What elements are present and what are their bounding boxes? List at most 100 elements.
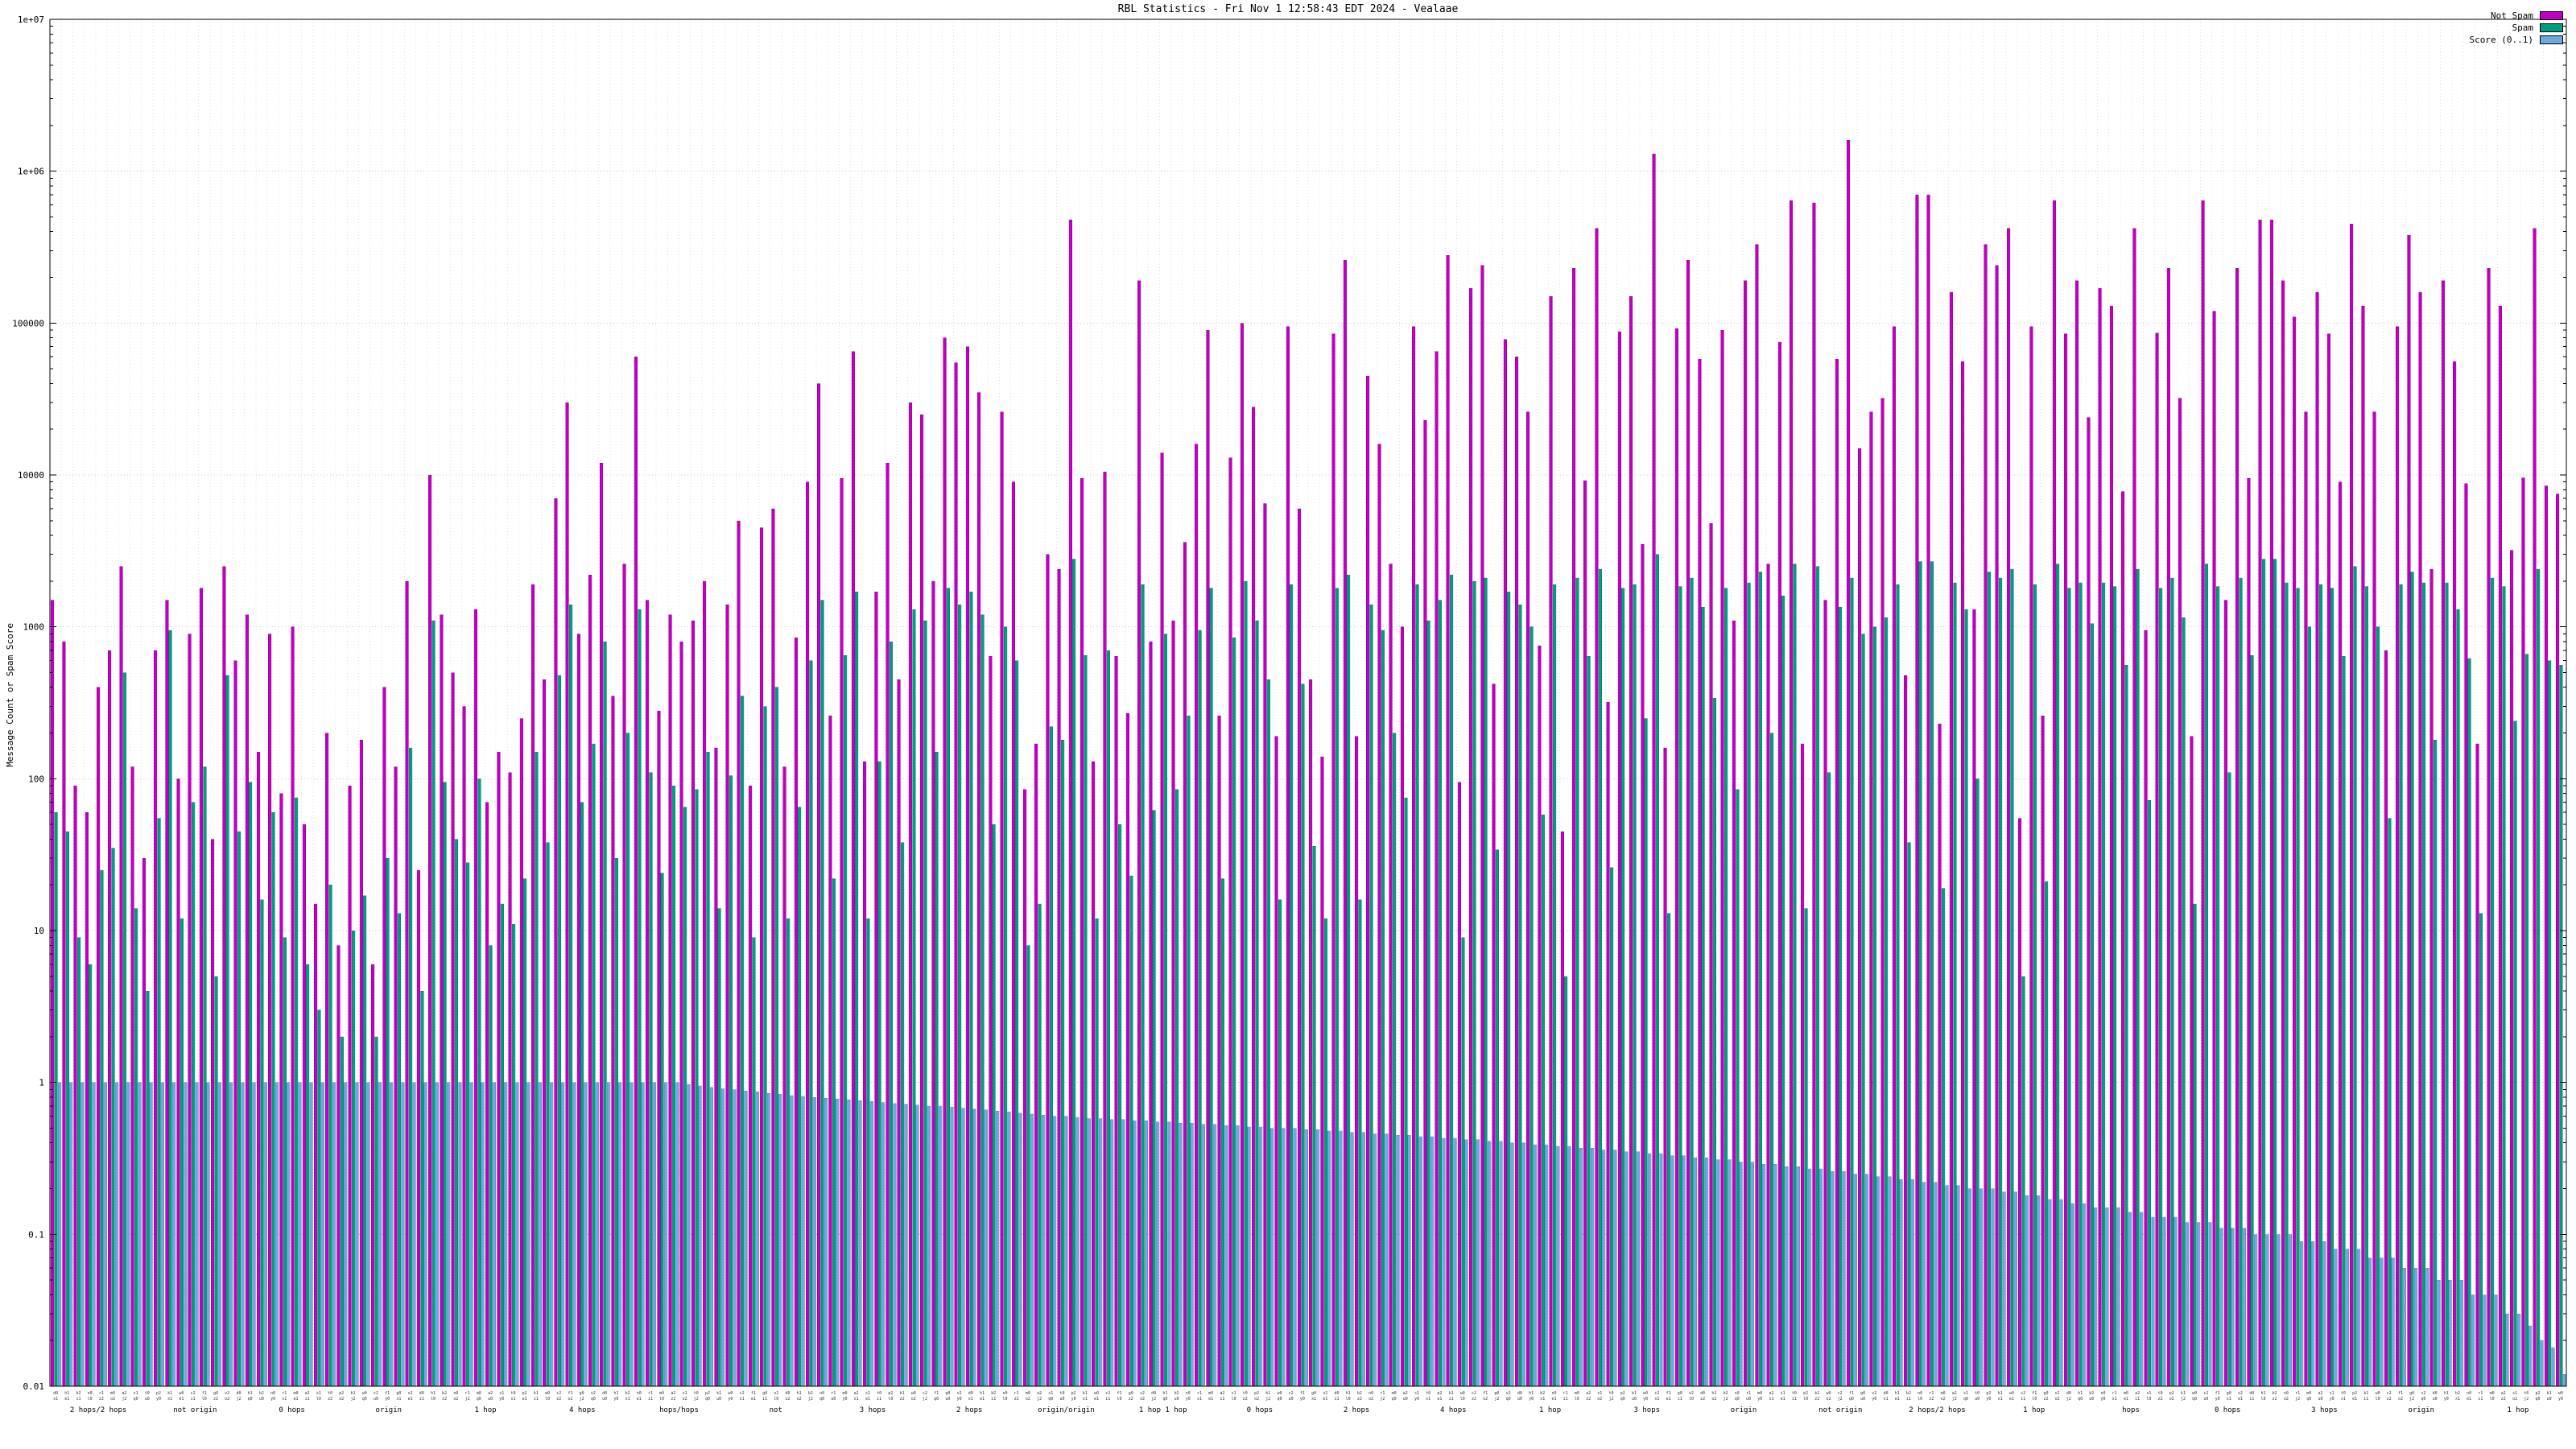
- svg-text:z2: z2: [2501, 1397, 2506, 1402]
- svg-text:d0: d0: [2249, 1391, 2254, 1396]
- svg-text:l0: l0: [316, 1397, 321, 1402]
- svg-text:m0: m0: [2306, 1391, 2311, 1396]
- svg-text:y0: y0: [1186, 1397, 1191, 1402]
- svg-text:e1: e1: [751, 1397, 756, 1402]
- svg-text:not origin: not origin: [1818, 1406, 1862, 1414]
- bar-not-spam: [2120, 491, 2125, 1387]
- svg-text:s1: s1: [2512, 1391, 2517, 1396]
- bar-not-spam: [1308, 679, 1313, 1387]
- bar-spam: [408, 747, 413, 1387]
- bar-score-0-1-: [881, 1102, 886, 1387]
- bar-not-spam: [2132, 228, 2136, 1387]
- bar-score-0-1-: [1236, 1125, 1240, 1387]
- svg-text:t0: t0: [877, 1391, 881, 1396]
- bar-not-spam: [805, 481, 810, 1387]
- bar-spam: [843, 654, 848, 1387]
- bar-score-0-1-: [1991, 1188, 1995, 1387]
- bar-not-spam: [782, 766, 786, 1387]
- bar-spam: [2090, 623, 2095, 1387]
- bar-score-0-1-: [1155, 1121, 1160, 1387]
- svg-text:origin: origin: [376, 1406, 402, 1414]
- svg-text:o2: o2: [683, 1397, 687, 1402]
- bar-not-spam: [1743, 280, 1748, 1387]
- bar-score-0-1-: [2562, 1373, 2567, 1387]
- svg-text:s1: s1: [2146, 1391, 2151, 1396]
- bar-not-spam: [600, 462, 604, 1387]
- bar-spam: [374, 1036, 378, 1387]
- svg-text:t0: t0: [1608, 1391, 1613, 1396]
- bar-score-0-1-: [584, 1082, 588, 1387]
- bar-score-0-1-: [652, 1082, 657, 1387]
- svg-text:e1: e1: [1094, 1397, 1099, 1402]
- bar-not-spam: [1022, 789, 1027, 1387]
- bar-score-0-1-: [538, 1082, 542, 1387]
- bar-not-spam: [279, 793, 283, 1387]
- bar-not-spam: [554, 498, 558, 1387]
- bar-not-spam: [1103, 471, 1107, 1387]
- bar-score-0-1-: [1030, 1113, 1034, 1387]
- bar-score-0-1-: [2185, 1222, 2190, 1387]
- bar-score-0-1-: [68, 1082, 73, 1387]
- bar-not-spam: [1926, 194, 1930, 1387]
- bar-spam: [431, 620, 436, 1387]
- bar-spam: [1449, 574, 1454, 1387]
- bar-not-spam: [165, 600, 169, 1387]
- bar-not-spam: [427, 474, 432, 1387]
- bar-not-spam: [1915, 194, 1919, 1387]
- bar-score-0-1-: [1716, 1159, 1720, 1387]
- bar-score-0-1-: [1407, 1134, 1411, 1387]
- bar-score-0-1-: [2139, 1212, 2144, 1387]
- svg-text:1e+06: 1e+06: [18, 167, 44, 177]
- svg-text:n0: n0: [2284, 1391, 2289, 1396]
- svg-text:d0: d0: [2433, 1391, 2438, 1396]
- bar-not-spam: [2509, 550, 2514, 1387]
- svg-text:p2: p2: [2535, 1391, 2540, 1396]
- svg-text:i1: i1: [991, 1397, 996, 1402]
- bar-score-0-1-: [1018, 1113, 1022, 1387]
- bar-spam: [1335, 588, 1340, 1387]
- svg-text:v2: v2: [2238, 1391, 2243, 1396]
- bar-score-0-1-: [1258, 1126, 1263, 1387]
- bar-not-spam: [2041, 715, 2045, 1387]
- svg-text:q0: q0: [1392, 1397, 1397, 1402]
- svg-text:n0: n0: [819, 1391, 824, 1396]
- bars: [51, 139, 2567, 1387]
- svg-text:x1: x1: [1884, 1397, 1889, 1402]
- svg-text:h1: h1: [431, 1391, 436, 1396]
- svg-text:u0: u0: [2547, 1397, 2552, 1402]
- bar-not-spam: [725, 604, 729, 1387]
- svg-text:e1: e1: [980, 1397, 985, 1402]
- svg-text:i1: i1: [877, 1397, 881, 1402]
- bar-spam: [809, 660, 813, 1387]
- bar-score-0-1-: [1785, 1166, 1789, 1387]
- bar-not-spam: [1641, 543, 1645, 1387]
- bar-not-spam: [2292, 316, 2297, 1387]
- bar-not-spam: [1869, 411, 1873, 1387]
- svg-text:x1: x1: [1311, 1397, 1316, 1402]
- bar-spam: [1106, 650, 1111, 1387]
- svg-text:j2: j2: [2295, 1397, 2300, 1402]
- svg-text:x1: x1: [510, 1397, 515, 1402]
- bar-not-spam: [2372, 411, 2376, 1387]
- svg-text:o2: o2: [1711, 1397, 1716, 1402]
- svg-text:3 hops: 3 hops: [2311, 1406, 2338, 1414]
- bar-spam: [2410, 572, 2414, 1387]
- bar-not-spam: [2361, 305, 2365, 1387]
- bar-spam: [1964, 609, 1968, 1387]
- svg-text:r1: r1: [1380, 1391, 1385, 1396]
- svg-text:s1: s1: [1597, 1391, 1602, 1396]
- bar-spam: [706, 751, 710, 1387]
- bar-not-spam: [1171, 620, 1175, 1387]
- bar-score-0-1-: [1190, 1122, 1194, 1387]
- svg-text:c2: c2: [740, 1391, 745, 1396]
- svg-text:l0: l0: [1232, 1397, 1236, 1402]
- bar-not-spam: [2475, 743, 2479, 1387]
- bar-not-spam: [2304, 411, 2308, 1387]
- bar-spam: [1838, 606, 1843, 1387]
- svg-text:e1: e1: [293, 1397, 298, 1402]
- svg-text:1e+07: 1e+07: [18, 14, 44, 25]
- bar-score-0-1-: [549, 1082, 554, 1387]
- bar-spam: [65, 831, 70, 1387]
- bar-not-spam: [1995, 265, 1999, 1387]
- svg-text:b2: b2: [625, 1391, 630, 1396]
